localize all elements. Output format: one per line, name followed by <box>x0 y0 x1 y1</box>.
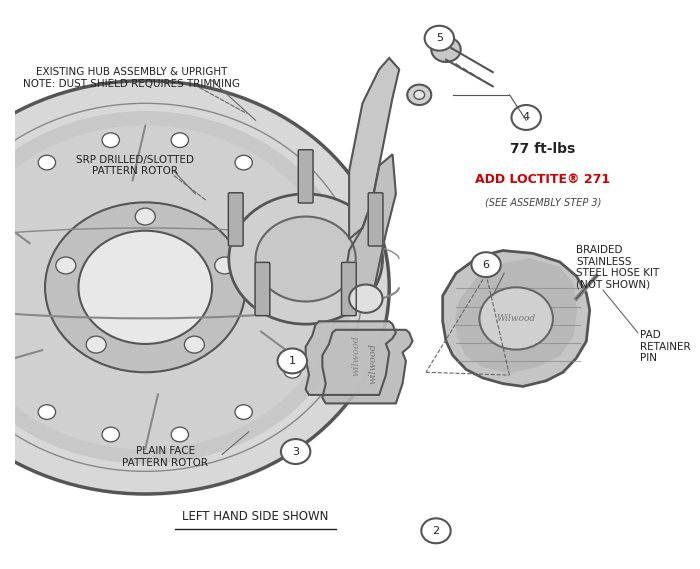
Circle shape <box>284 364 301 378</box>
Text: Wilwood: Wilwood <box>496 314 536 323</box>
Text: SRP DRILLED/SLOTTED
PATTERN ROTOR: SRP DRILLED/SLOTTED PATTERN ROTOR <box>76 155 194 176</box>
Circle shape <box>235 405 252 419</box>
Circle shape <box>278 348 307 373</box>
Polygon shape <box>306 321 396 395</box>
Circle shape <box>102 427 120 442</box>
Text: LEFT HAND SIDE SHOWN: LEFT HAND SIDE SHOWN <box>183 510 329 523</box>
Text: 5: 5 <box>436 33 443 43</box>
Circle shape <box>184 336 204 353</box>
Text: wilwood: wilwood <box>368 343 377 384</box>
Polygon shape <box>456 259 576 372</box>
Text: (SEE ASSEMBLY STEP 3): (SEE ASSEMBLY STEP 3) <box>484 197 601 207</box>
Circle shape <box>56 257 76 274</box>
Text: ADD LOCTITE® 271: ADD LOCTITE® 271 <box>475 173 610 186</box>
Circle shape <box>38 405 55 419</box>
Circle shape <box>0 126 336 449</box>
Circle shape <box>171 133 188 147</box>
Text: 1: 1 <box>289 356 296 366</box>
Text: 3: 3 <box>292 447 299 456</box>
Polygon shape <box>349 58 399 239</box>
Circle shape <box>471 252 500 277</box>
Circle shape <box>0 364 7 378</box>
Circle shape <box>215 257 235 274</box>
Text: PLAIN FACE
PATTERN ROTOR: PLAIN FACE PATTERN ROTOR <box>122 447 209 468</box>
Polygon shape <box>323 330 412 403</box>
Circle shape <box>0 197 7 211</box>
Circle shape <box>229 194 382 324</box>
Circle shape <box>171 427 188 442</box>
Circle shape <box>78 230 212 344</box>
Circle shape <box>310 309 328 324</box>
Text: BRAIDED
STAINLESS
STEEL HOSE KIT
(NOT SHOWN): BRAIDED STAINLESS STEEL HOSE KIT (NOT SH… <box>576 245 659 290</box>
Circle shape <box>86 336 106 353</box>
Text: 2: 2 <box>433 526 440 536</box>
Circle shape <box>0 81 389 494</box>
Circle shape <box>425 26 454 51</box>
FancyBboxPatch shape <box>255 262 270 316</box>
Circle shape <box>38 155 55 170</box>
Text: wilwood: wilwood <box>351 335 360 376</box>
Circle shape <box>45 203 246 372</box>
Circle shape <box>421 518 451 543</box>
Circle shape <box>102 133 120 147</box>
Circle shape <box>349 284 382 313</box>
Text: 77 ft-lbs: 77 ft-lbs <box>510 142 575 155</box>
Text: 6: 6 <box>482 259 489 270</box>
Circle shape <box>414 90 425 100</box>
Text: EXISTING HUB ASSEMBLY & UPRIGHT
NOTE: DUST SHIELD REQUIRES TRIMMING: EXISTING HUB ASSEMBLY & UPRIGHT NOTE: DU… <box>23 67 240 89</box>
FancyBboxPatch shape <box>368 193 383 246</box>
Circle shape <box>135 208 155 225</box>
FancyBboxPatch shape <box>298 150 313 203</box>
Circle shape <box>281 439 310 464</box>
Text: 4: 4 <box>523 113 530 122</box>
Circle shape <box>284 197 301 211</box>
Circle shape <box>431 37 461 62</box>
Circle shape <box>256 217 356 302</box>
Polygon shape <box>442 250 589 386</box>
Circle shape <box>0 112 352 463</box>
Circle shape <box>310 251 328 265</box>
FancyBboxPatch shape <box>342 262 356 316</box>
Circle shape <box>407 85 431 105</box>
Circle shape <box>235 155 252 170</box>
Circle shape <box>480 287 553 349</box>
Circle shape <box>512 105 541 130</box>
Polygon shape <box>342 154 396 296</box>
Text: PAD
RETAINER
PIN: PAD RETAINER PIN <box>640 330 690 364</box>
FancyBboxPatch shape <box>228 193 243 246</box>
